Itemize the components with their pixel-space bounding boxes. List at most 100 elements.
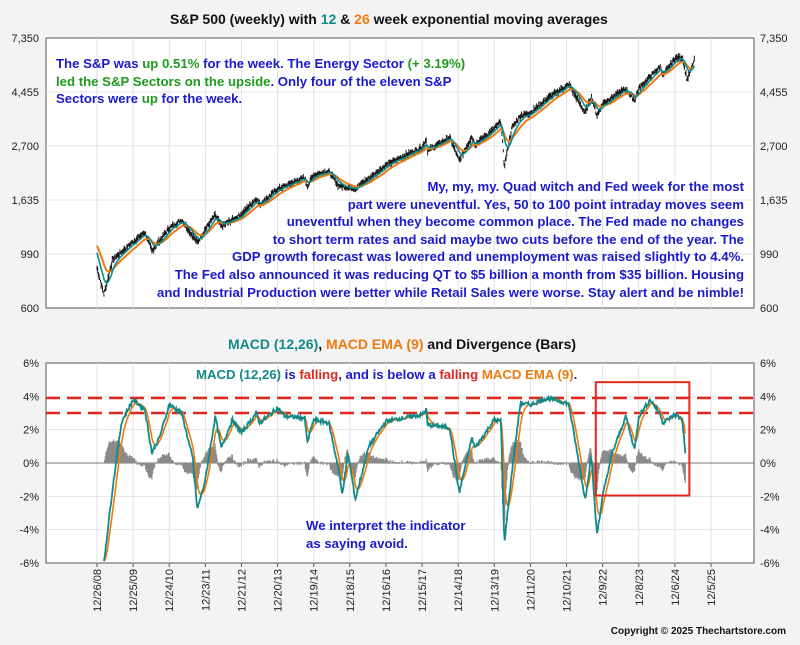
- divergence-bar: [640, 454, 642, 463]
- divergence-bar: [452, 463, 454, 474]
- divergence-bar: [249, 461, 251, 463]
- annotation-line: uneventful when they become common place…: [286, 214, 744, 230]
- divergence-bar: [558, 463, 560, 465]
- divergence-bar: [444, 463, 446, 465]
- divergence-bar: [146, 463, 148, 471]
- divergence-bar: [363, 454, 365, 463]
- annotation-segment: Sectors were: [56, 91, 142, 107]
- divergence-bar: [273, 460, 275, 463]
- divergence-bar: [599, 463, 601, 465]
- divergence-bar: [167, 452, 170, 463]
- divergence-bar: [274, 462, 276, 463]
- divergence-bar: [252, 460, 254, 463]
- divergence-bar: [446, 463, 448, 465]
- divergence-bar: [646, 458, 648, 463]
- macd-chart-title: MACD (12,26), MACD EMA (9) and Divergenc…: [228, 336, 577, 352]
- divergence-bar: [486, 460, 488, 463]
- macd-ytick-left-1: 4%: [23, 391, 39, 403]
- divergence-bar: [311, 460, 313, 463]
- divergence-bar: [621, 456, 623, 463]
- divergence-bar: [240, 463, 242, 467]
- divergence-bar: [552, 463, 554, 464]
- divergence-bar: [470, 452, 472, 463]
- annotation-segment: The S&P was: [56, 56, 143, 71]
- divergence-bar: [333, 463, 336, 475]
- annotation-segment: up 0.51%: [142, 56, 200, 71]
- divergence-bar: [183, 463, 186, 473]
- divergence-bar: [645, 456, 647, 463]
- divergence-bar: [277, 460, 279, 463]
- divergence-bar: [468, 451, 470, 463]
- divergence-bar: [609, 450, 611, 463]
- divergence-bar: [640, 452, 643, 463]
- divergence-bar: [479, 459, 481, 463]
- divergence-bar: [415, 463, 417, 465]
- divergence-bar: [407, 461, 409, 463]
- divergence-bar: [538, 460, 540, 463]
- divergence-bar: [261, 463, 263, 466]
- divergence-bar: [137, 463, 139, 465]
- divergence-bar: [267, 461, 269, 463]
- divergence-bar: [372, 458, 374, 463]
- divergence-bar: [509, 454, 511, 463]
- divergence-bar: [132, 458, 134, 463]
- divergence-bar: [233, 460, 236, 463]
- divergence-bar: [561, 463, 563, 465]
- divergence-bar: [411, 463, 413, 465]
- divergence-bar: [676, 462, 678, 463]
- divergence-bar: [565, 462, 567, 463]
- divergence-bar: [607, 452, 609, 463]
- divergence-bar: [219, 463, 221, 471]
- divergence-bar: [115, 440, 117, 463]
- annotation-line: and Industrial Production were better wh…: [156, 284, 744, 300]
- divergence-bar: [495, 461, 497, 463]
- divergence-bar: [249, 458, 252, 463]
- divergence-bar: [514, 443, 516, 463]
- divergence-bar: [172, 461, 174, 463]
- divergence-bar: [404, 462, 406, 463]
- interpretation-annotation: We interpret the indicator as saying avoi…: [306, 517, 466, 552]
- divergence-bar: [344, 456, 346, 463]
- divergence-bar: [598, 463, 600, 469]
- divergence-bar: [142, 463, 145, 464]
- divergence-bar: [170, 456, 172, 463]
- divergence-bar: [265, 460, 268, 463]
- divergence-bar: [379, 459, 381, 463]
- divergence-bar: [597, 463, 599, 483]
- divergence-bar: [274, 462, 277, 463]
- x-tick-label-10: 12/14/18: [453, 569, 465, 612]
- divergence-bar: [138, 463, 140, 464]
- divergence-bar: [647, 459, 649, 463]
- divergence-bar: [620, 454, 622, 463]
- divergence-bar: [257, 463, 259, 465]
- divergence-bar: [279, 463, 281, 465]
- divergence-bar: [220, 463, 222, 473]
- divergence-bar: [384, 460, 386, 463]
- divergence-bar: [223, 463, 225, 465]
- divergence-bar: [399, 463, 401, 464]
- divergence-bar: [201, 460, 203, 463]
- divergence-bar: [308, 463, 310, 470]
- divergence-bar: [124, 452, 126, 463]
- divergence-bar: [677, 462, 679, 463]
- divergence-bar: [205, 452, 207, 463]
- divergence-bar: [639, 453, 641, 463]
- divergence-bar: [248, 460, 250, 463]
- divergence-bar: [602, 450, 604, 463]
- divergence-bar: [424, 462, 426, 463]
- divergence-bar: [573, 463, 575, 477]
- divergence-bar: [512, 442, 514, 463]
- divergence-bar: [306, 463, 308, 476]
- divergence-bar: [197, 463, 199, 486]
- divergence-bar: [628, 463, 630, 468]
- divergence-bar: [142, 463, 144, 466]
- divergence-bar: [445, 462, 447, 463]
- divergence-bar: [583, 463, 585, 481]
- price-panel: [45, 37, 755, 309]
- x-tick-label-5: 12/20/13: [273, 569, 285, 612]
- divergence-bar: [385, 457, 387, 463]
- divergence-bar: [245, 461, 247, 463]
- divergence-bar: [199, 463, 202, 467]
- divergence-bar: [585, 463, 587, 472]
- divergence-bar: [107, 446, 109, 463]
